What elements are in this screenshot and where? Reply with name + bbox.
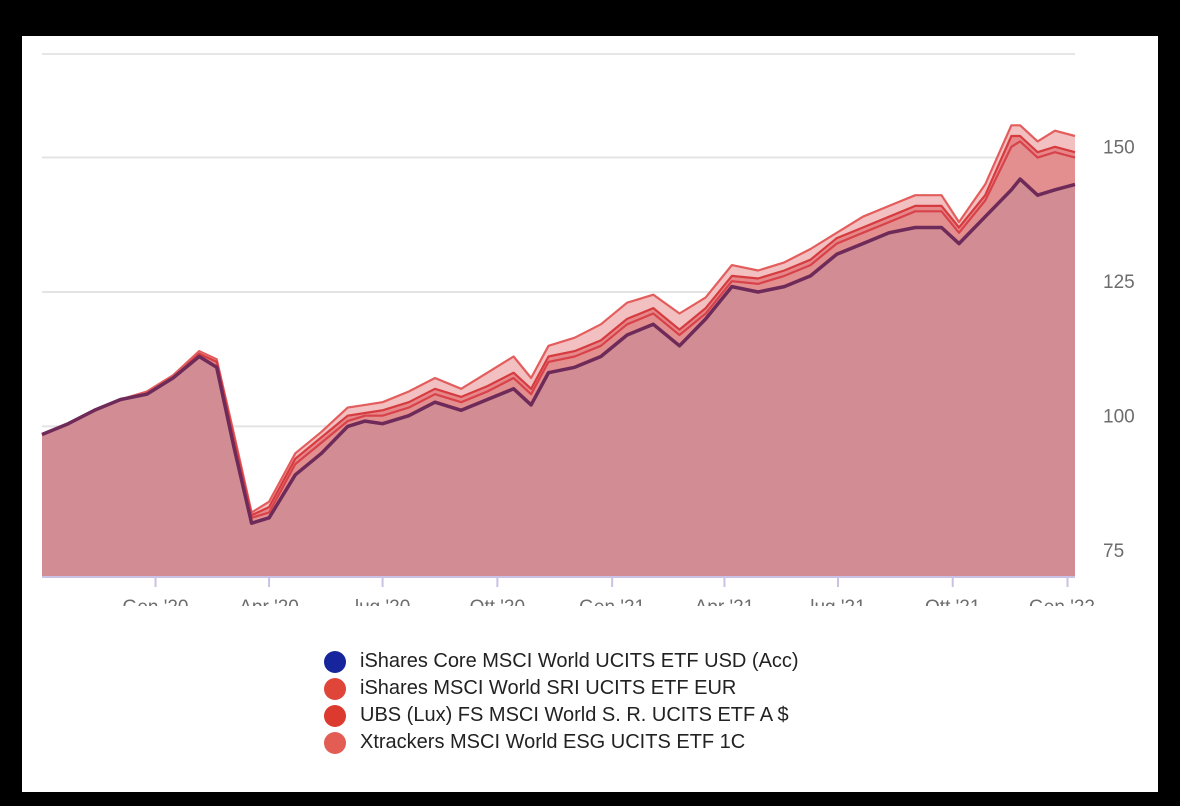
area-chart: 75 100 125 150 Gen '20 Apr '20 lug '20 Ott '20…	[41, 53, 1135, 606]
x-tick-label: lug '21	[810, 597, 865, 606]
series-area-1	[42, 179, 1075, 577]
x-tick-label: Gen '20	[123, 597, 189, 606]
y-tick-label: 100	[1103, 406, 1135, 427]
series-areas	[42, 125, 1075, 578]
legend-item[interactable]: iShares Core MSCI World UCITS ETF USD (A…	[324, 648, 799, 675]
y-axis-ticks: 75 100 125 150	[1103, 138, 1135, 562]
y-tick-label: 150	[1103, 138, 1135, 159]
legend-label: Xtrackers MSCI World ESG UCITS ETF 1C	[360, 731, 746, 753]
legend-label: UBS (Lux) FS MSCI World S. R. UCITS ETF …	[360, 704, 789, 726]
x-axis-ticks: Gen '20 Apr '20 lug '20 Ott '20 Gen '21 Apr '…	[123, 577, 1095, 606]
legend-dot-icon	[324, 650, 346, 673]
x-tick-label: Ott '20	[470, 597, 525, 606]
series-line-1	[41, 177, 1076, 525]
x-tick-label: Apr '21	[695, 597, 755, 606]
legend-item[interactable]: iShares MSCI World SRI UCITS ETF EUR	[324, 675, 799, 702]
legend-dot-icon	[324, 731, 346, 754]
x-tick-label: Gen '22	[1029, 597, 1095, 606]
x-tick-label: Apr '20	[239, 597, 299, 606]
legend-label: iShares Core MSCI World UCITS ETF USD (A…	[360, 650, 799, 672]
y-tick-label: 75	[1103, 541, 1124, 562]
legend-item[interactable]: Xtrackers MSCI World ESG UCITS ETF 1C	[324, 729, 799, 756]
legend-item[interactable]: UBS (Lux) FS MSCI World S. R. UCITS ETF …	[324, 702, 799, 729]
x-tick-label: Ott '21	[925, 597, 980, 606]
y-tick-label: 125	[1103, 272, 1135, 293]
x-tick-label: lug '20	[355, 597, 410, 606]
legend-dot-icon	[324, 704, 346, 727]
legend-dot-icon	[324, 677, 346, 700]
legend: iShares Core MSCI World UCITS ETF USD (A…	[324, 648, 799, 756]
chart-card: 75 100 125 150 Gen '20 Apr '20 lug '20 Ott '20…	[22, 36, 1158, 792]
x-tick-label: Gen '21	[579, 597, 645, 606]
legend-label: iShares MSCI World SRI UCITS ETF EUR	[360, 677, 737, 699]
series-lines	[41, 124, 1076, 525]
